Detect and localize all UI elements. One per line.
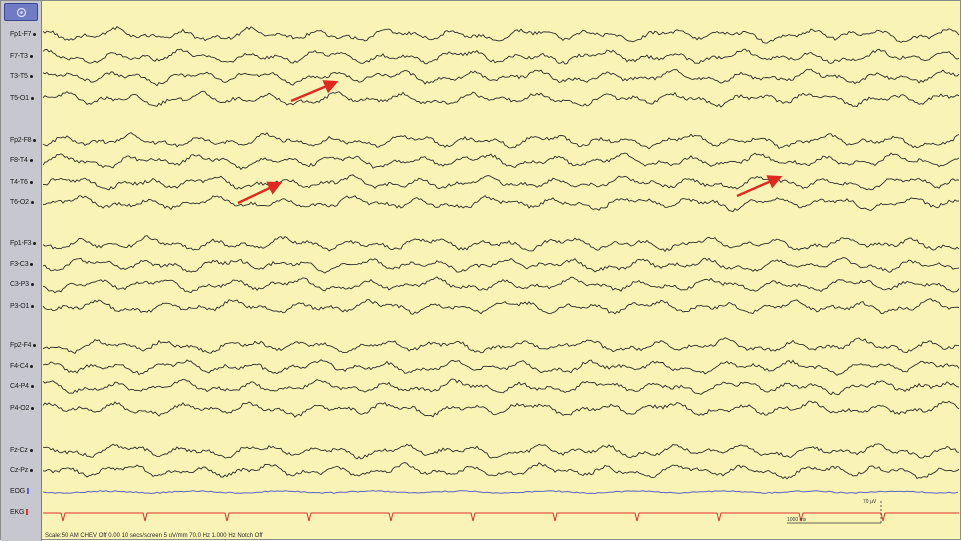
status-bar: Scale:50 AM CHEV Off 0.00 10 secs/screen… (45, 533, 263, 539)
channel-label-text: T4-T6 (10, 179, 28, 186)
channel-marker-icon (29, 74, 33, 78)
channel-marker-icon (30, 364, 34, 368)
channel-marker-icon (33, 241, 37, 245)
eeg-trace (42, 235, 960, 253)
channel-marker-icon (26, 488, 29, 495)
channel-label-eog[interactable]: EOG (1, 487, 50, 496)
channel-marker-icon (30, 282, 34, 286)
channel-label-text: C4-P4 (10, 383, 29, 390)
channel-label-cz-pz[interactable]: Cz-Pz (1, 466, 50, 475)
channel-marker-icon (29, 158, 33, 162)
calibration-scale (787, 501, 882, 524)
channel-marker-icon (30, 200, 34, 204)
eeg-trace (42, 25, 960, 44)
channel-marker-icon (33, 343, 37, 347)
eeg-trace (42, 378, 960, 396)
channel-label-sidebar: Fp1-F7 F7-T3 T3-T5 T5-O1 Fp2-F8 F8-T4 T4-T6 T6-… (1, 1, 42, 541)
channel-label-fz-cz[interactable]: Fz-Cz (1, 446, 50, 455)
circle-menu-icon (16, 7, 27, 18)
eeg-trace (42, 132, 960, 150)
channel-marker-icon (30, 96, 34, 100)
channel-label-text: F3-C3 (10, 261, 29, 268)
arrow-t4-t6-right-icon (736, 175, 783, 198)
eeg-trace (42, 174, 960, 191)
channel-marker-icon (33, 138, 37, 142)
channel-label-text: F4-C4 (10, 363, 29, 370)
time-scale-label: 1000 ms (787, 517, 807, 523)
channel-label-ekg[interactable]: EKG (1, 508, 50, 517)
channel-marker-icon (33, 32, 37, 36)
eeg-trace-area: 70 µV 1000 ms (42, 25, 960, 524)
channel-label-text: Fp2-F4 (10, 342, 32, 349)
channel-marker-icon (29, 448, 33, 452)
channel-label-text: C3-P3 (10, 281, 29, 288)
eeg-trace (42, 337, 960, 354)
channel-label-p3-o1[interactable]: P3-O1 (1, 302, 50, 311)
channel-marker-icon (30, 262, 34, 266)
eeg-trace (42, 400, 960, 418)
eeg-trace (42, 462, 960, 480)
channel-marker-icon (29, 180, 33, 184)
channel-label-text: F7-T3 (10, 53, 28, 60)
channel-marker-icon (31, 406, 35, 410)
channel-label-fp1-f7[interactable]: Fp1-F7 (1, 30, 50, 39)
channel-label-text: T6-O2 (10, 199, 29, 206)
channel-label-t5-o1[interactable]: T5-O1 (1, 94, 50, 103)
eeg-trace (42, 443, 960, 460)
eeg-trace (42, 257, 960, 274)
channel-marker-icon (30, 384, 34, 388)
channel-label-t4-t6[interactable]: T4-T6 (1, 178, 50, 187)
eeg-trace (42, 90, 960, 108)
eeg-trace (42, 195, 960, 213)
channel-label-text: T5-O1 (10, 95, 29, 102)
channel-label-t6-o2[interactable]: T6-O2 (1, 198, 50, 207)
channel-label-text: Fp1-F3 (10, 240, 32, 247)
channel-label-f7-t3[interactable]: F7-T3 (1, 52, 50, 61)
channel-label-t3-t5[interactable]: T3-T5 (1, 72, 50, 81)
arrow-t3-t5-icon (290, 80, 339, 103)
eeg-trace (42, 298, 960, 315)
eeg-trace (42, 276, 960, 294)
menu-button[interactable] (4, 3, 38, 21)
channel-label-text: Cz-Pz (10, 467, 29, 474)
ekg-trace (43, 512, 959, 522)
channel-label-f4-c4[interactable]: F4-C4 (1, 362, 50, 371)
channel-label-text: EOG (10, 488, 25, 495)
channel-label-text: EKG (10, 509, 25, 516)
channel-label-text: Fp2-F8 (10, 137, 32, 144)
channel-label-fp2-f4[interactable]: Fp2-F4 (1, 341, 50, 350)
channel-marker-icon (29, 54, 33, 58)
eeg-trace (42, 48, 960, 65)
arrow-t4-t6-left-icon (237, 181, 283, 205)
channel-label-text: F8-T4 (10, 157, 28, 164)
channel-label-p4-o2[interactable]: P4-O2 (1, 404, 50, 413)
channel-label-c4-p4[interactable]: C4-P4 (1, 382, 50, 391)
eeg-trace (42, 68, 960, 87)
channel-marker-icon (26, 509, 29, 516)
channel-label-text: T3-T5 (10, 73, 28, 80)
eeg-trace (42, 359, 960, 376)
channel-label-f3-c3[interactable]: F3-C3 (1, 260, 50, 269)
channel-marker-icon (30, 468, 34, 472)
channel-label-fp1-f3[interactable]: Fp1-F3 (1, 239, 50, 248)
channel-label-f8-t4[interactable]: F8-T4 (1, 156, 50, 165)
channel-label-text: Fp1-F7 (10, 31, 32, 38)
channel-label-c3-p3[interactable]: C3-P3 (1, 280, 50, 289)
channel-label-fp2-f8[interactable]: Fp2-F8 (1, 136, 50, 145)
channel-label-text: P3-O1 (10, 303, 30, 310)
channel-label-text: P4-O2 (10, 405, 30, 412)
eog-trace (42, 490, 959, 495)
channel-label-text: Fz-Cz (10, 447, 28, 454)
amplitude-scale-label: 70 µV (863, 499, 877, 505)
channel-marker-icon (31, 304, 35, 308)
eeg-trace (42, 152, 960, 171)
